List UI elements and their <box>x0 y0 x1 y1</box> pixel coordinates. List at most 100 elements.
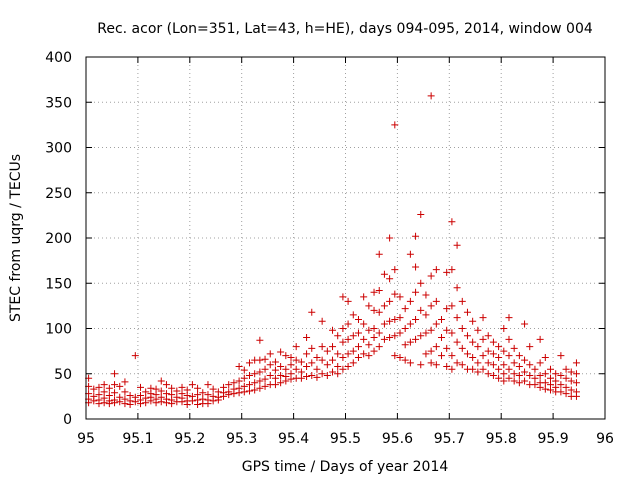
x-tick-label: 95.1 <box>122 431 153 447</box>
data-point <box>318 343 326 351</box>
data-point <box>495 353 503 361</box>
x-axis-label: GPS time / Days of year 2014 <box>242 459 449 475</box>
data-point <box>500 325 508 332</box>
data-point <box>251 386 259 394</box>
data-point <box>386 234 394 242</box>
data-point <box>349 359 357 367</box>
data-point <box>453 338 461 346</box>
data-point <box>116 398 124 406</box>
data-point <box>448 365 456 373</box>
data-point <box>526 372 534 380</box>
data-point <box>100 388 108 396</box>
data-point <box>339 338 347 346</box>
data-point <box>391 290 399 298</box>
data-point <box>287 353 295 361</box>
data-point <box>510 377 518 385</box>
data-point <box>458 325 466 332</box>
y-tick-label: 300 <box>45 141 72 157</box>
data-point <box>365 302 373 310</box>
data-point <box>142 388 150 396</box>
data-point <box>386 297 394 305</box>
data-point <box>240 374 248 382</box>
data-point <box>547 386 555 394</box>
data-point <box>422 329 430 337</box>
data-point <box>463 332 471 340</box>
data-point <box>500 370 508 378</box>
data-point <box>463 350 471 358</box>
data-point <box>469 338 477 346</box>
data-point <box>489 361 497 369</box>
data-point <box>427 302 435 310</box>
data-point <box>391 121 399 129</box>
data-point <box>271 374 279 382</box>
data-point <box>121 378 129 386</box>
grid-lines <box>86 57 605 419</box>
data-point <box>484 347 492 355</box>
x-tick-label: 95.2 <box>174 431 205 447</box>
data-point <box>453 314 461 322</box>
y-tick-label: 0 <box>63 412 72 428</box>
data-point <box>271 366 279 374</box>
data-point <box>489 350 497 358</box>
data-point <box>401 325 409 332</box>
data-point <box>391 266 399 274</box>
data-point <box>386 275 394 283</box>
data-point <box>256 384 264 392</box>
x-tick-label: 95 <box>77 431 95 447</box>
x-tick-label: 95.7 <box>434 431 465 447</box>
data-point <box>277 348 285 356</box>
data-point <box>412 288 420 296</box>
data-point <box>557 372 565 380</box>
data-point <box>105 384 113 392</box>
data-point <box>401 356 409 364</box>
data-point <box>157 398 165 406</box>
data-point <box>541 370 549 378</box>
x-tick-label: 95.6 <box>382 431 413 447</box>
data-point <box>396 329 404 337</box>
data-point <box>329 368 337 376</box>
data-point <box>261 365 269 373</box>
data-point <box>500 361 508 369</box>
data-point <box>354 315 362 323</box>
data-point <box>277 372 285 380</box>
chart-title: Rec. acor (Lon=351, Lat=43, h=HE), days … <box>97 21 593 37</box>
data-point <box>386 317 394 325</box>
data-point <box>188 381 196 389</box>
data-point <box>240 388 248 396</box>
data-point <box>547 365 555 373</box>
data-point <box>531 381 539 389</box>
data-point <box>495 343 503 351</box>
data-point <box>157 387 165 395</box>
data-point <box>339 353 347 361</box>
data-point <box>323 347 331 355</box>
data-point <box>147 397 155 405</box>
y-tick-label: 100 <box>45 322 72 338</box>
data-point <box>380 302 388 310</box>
data-point <box>365 352 373 360</box>
data-point <box>261 375 269 383</box>
data-point <box>469 365 477 373</box>
data-point <box>458 297 466 305</box>
data-point <box>567 368 575 376</box>
data-point <box>266 361 274 369</box>
data-point <box>287 361 295 369</box>
data-point <box>458 344 466 352</box>
data-point <box>329 326 337 334</box>
data-point <box>235 389 243 397</box>
data-point <box>438 352 446 360</box>
data-point <box>510 359 518 367</box>
data-point <box>427 347 435 355</box>
data-point <box>136 383 144 391</box>
data-point <box>484 332 492 340</box>
data-point <box>453 284 461 292</box>
data-point <box>515 372 523 380</box>
data-point <box>453 359 461 367</box>
data-point <box>142 399 150 407</box>
data-point <box>432 320 440 328</box>
data-point <box>484 370 492 378</box>
data-point <box>541 353 549 361</box>
data-point <box>235 377 243 385</box>
data-point <box>417 306 425 314</box>
data-point <box>271 381 279 389</box>
